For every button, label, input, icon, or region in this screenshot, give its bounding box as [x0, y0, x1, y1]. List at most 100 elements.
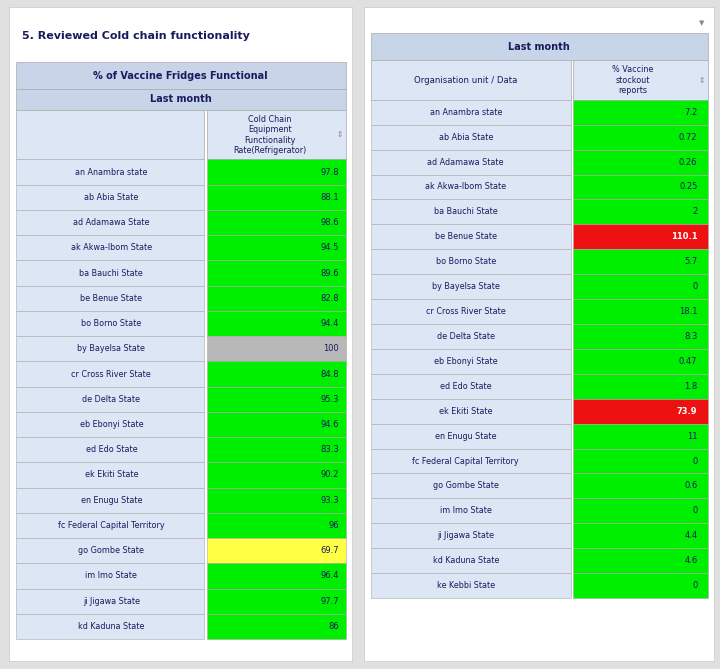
FancyBboxPatch shape	[573, 349, 708, 374]
Text: 69.7: 69.7	[320, 546, 339, 555]
FancyBboxPatch shape	[207, 260, 346, 286]
FancyBboxPatch shape	[16, 185, 204, 210]
FancyBboxPatch shape	[573, 324, 708, 349]
Text: ke Kebbi State: ke Kebbi State	[437, 581, 495, 590]
Text: Last month: Last month	[508, 41, 570, 52]
FancyBboxPatch shape	[371, 33, 708, 60]
Text: Last month: Last month	[150, 94, 212, 104]
Text: 82.8: 82.8	[320, 294, 339, 303]
FancyBboxPatch shape	[16, 437, 204, 462]
Text: de Delta State: de Delta State	[437, 332, 495, 341]
Text: ek Ekiti State: ek Ekiti State	[439, 407, 492, 415]
Text: 96: 96	[328, 521, 339, 530]
FancyBboxPatch shape	[573, 399, 708, 423]
FancyBboxPatch shape	[207, 488, 346, 513]
FancyBboxPatch shape	[371, 250, 571, 274]
Text: fc Federal Capital Territory: fc Federal Capital Territory	[58, 521, 165, 530]
FancyBboxPatch shape	[207, 336, 346, 361]
FancyBboxPatch shape	[371, 349, 571, 374]
FancyBboxPatch shape	[16, 159, 204, 185]
Text: 93.3: 93.3	[320, 496, 339, 504]
FancyBboxPatch shape	[573, 199, 708, 224]
Text: ak Akwa-Ibom State: ak Akwa-Ibom State	[426, 183, 506, 191]
FancyBboxPatch shape	[16, 286, 204, 311]
FancyBboxPatch shape	[371, 374, 571, 399]
FancyBboxPatch shape	[573, 523, 708, 548]
FancyBboxPatch shape	[16, 387, 204, 412]
Text: ak Akwa-Ibom State: ak Akwa-Ibom State	[71, 244, 152, 252]
FancyBboxPatch shape	[16, 589, 204, 613]
Text: 0.6: 0.6	[684, 482, 698, 490]
FancyBboxPatch shape	[573, 449, 708, 474]
FancyBboxPatch shape	[16, 89, 346, 110]
FancyBboxPatch shape	[573, 150, 708, 175]
FancyBboxPatch shape	[16, 412, 204, 437]
FancyBboxPatch shape	[207, 235, 346, 260]
Text: bo Borno State: bo Borno State	[436, 257, 496, 266]
FancyBboxPatch shape	[364, 7, 715, 662]
Text: en Enugu State: en Enugu State	[435, 432, 497, 441]
FancyBboxPatch shape	[16, 235, 204, 260]
FancyBboxPatch shape	[573, 423, 708, 449]
FancyBboxPatch shape	[207, 462, 346, 488]
FancyBboxPatch shape	[371, 299, 571, 324]
Text: ⇕: ⇕	[336, 130, 343, 139]
Text: Organisation unit / Data: Organisation unit / Data	[414, 76, 518, 84]
Text: im Imo State: im Imo State	[440, 506, 492, 515]
Text: 97.8: 97.8	[320, 167, 339, 177]
FancyBboxPatch shape	[573, 274, 708, 299]
Text: go Gombe State: go Gombe State	[78, 546, 144, 555]
Text: an Anambra state: an Anambra state	[430, 108, 502, 117]
FancyBboxPatch shape	[573, 474, 708, 498]
FancyBboxPatch shape	[371, 573, 571, 598]
Text: bo Borno State: bo Borno State	[81, 319, 141, 328]
Text: 5.7: 5.7	[684, 257, 698, 266]
FancyBboxPatch shape	[207, 159, 346, 185]
Text: 100: 100	[323, 345, 339, 353]
FancyBboxPatch shape	[207, 437, 346, 462]
Text: 0.26: 0.26	[679, 158, 698, 167]
Text: % of Vaccine Fridges Functional: % of Vaccine Fridges Functional	[94, 70, 268, 80]
Text: 83.3: 83.3	[320, 446, 339, 454]
FancyBboxPatch shape	[16, 260, 204, 286]
FancyBboxPatch shape	[371, 124, 571, 150]
FancyBboxPatch shape	[573, 374, 708, 399]
FancyBboxPatch shape	[371, 474, 571, 498]
Text: 2: 2	[692, 207, 698, 216]
FancyBboxPatch shape	[371, 498, 571, 523]
Text: ▼: ▼	[699, 20, 704, 26]
Text: 89.6: 89.6	[320, 268, 339, 278]
Text: 4.4: 4.4	[684, 531, 698, 541]
FancyBboxPatch shape	[573, 548, 708, 573]
FancyBboxPatch shape	[371, 399, 571, 423]
FancyBboxPatch shape	[16, 110, 204, 159]
Text: ab Abia State: ab Abia State	[84, 193, 138, 202]
Text: ab Abia State: ab Abia State	[438, 132, 493, 142]
Text: by Bayelsa State: by Bayelsa State	[77, 345, 145, 353]
Text: ba Bauchi State: ba Bauchi State	[79, 268, 143, 278]
Text: 96.4: 96.4	[320, 571, 339, 581]
FancyBboxPatch shape	[573, 124, 708, 150]
Text: 18.1: 18.1	[679, 307, 698, 316]
FancyBboxPatch shape	[16, 613, 204, 639]
Text: ad Adamawa State: ad Adamawa State	[73, 218, 150, 227]
FancyBboxPatch shape	[371, 274, 571, 299]
FancyBboxPatch shape	[573, 573, 708, 598]
Text: be Benue State: be Benue State	[435, 232, 497, 242]
Text: % Vaccine
stockout
reports: % Vaccine stockout reports	[612, 65, 653, 95]
Text: 11: 11	[687, 432, 698, 441]
Text: 5. Reviewed Cold chain functionality: 5. Reviewed Cold chain functionality	[22, 31, 251, 41]
Text: ek Ekiti State: ek Ekiti State	[84, 470, 138, 480]
FancyBboxPatch shape	[207, 210, 346, 235]
Text: 84.8: 84.8	[320, 369, 339, 379]
Text: ed Edo State: ed Edo State	[440, 382, 492, 391]
FancyBboxPatch shape	[16, 361, 204, 387]
Text: en Enugu State: en Enugu State	[81, 496, 142, 504]
Text: fc Federal Capital Territory: fc Federal Capital Territory	[413, 456, 519, 466]
FancyBboxPatch shape	[573, 175, 708, 199]
Text: eb Ebonyi State: eb Ebonyi State	[79, 420, 143, 429]
Text: de Delta State: de Delta State	[82, 395, 140, 404]
FancyBboxPatch shape	[573, 100, 708, 124]
Text: go Gombe State: go Gombe State	[433, 482, 499, 490]
Text: 0.72: 0.72	[679, 132, 698, 142]
